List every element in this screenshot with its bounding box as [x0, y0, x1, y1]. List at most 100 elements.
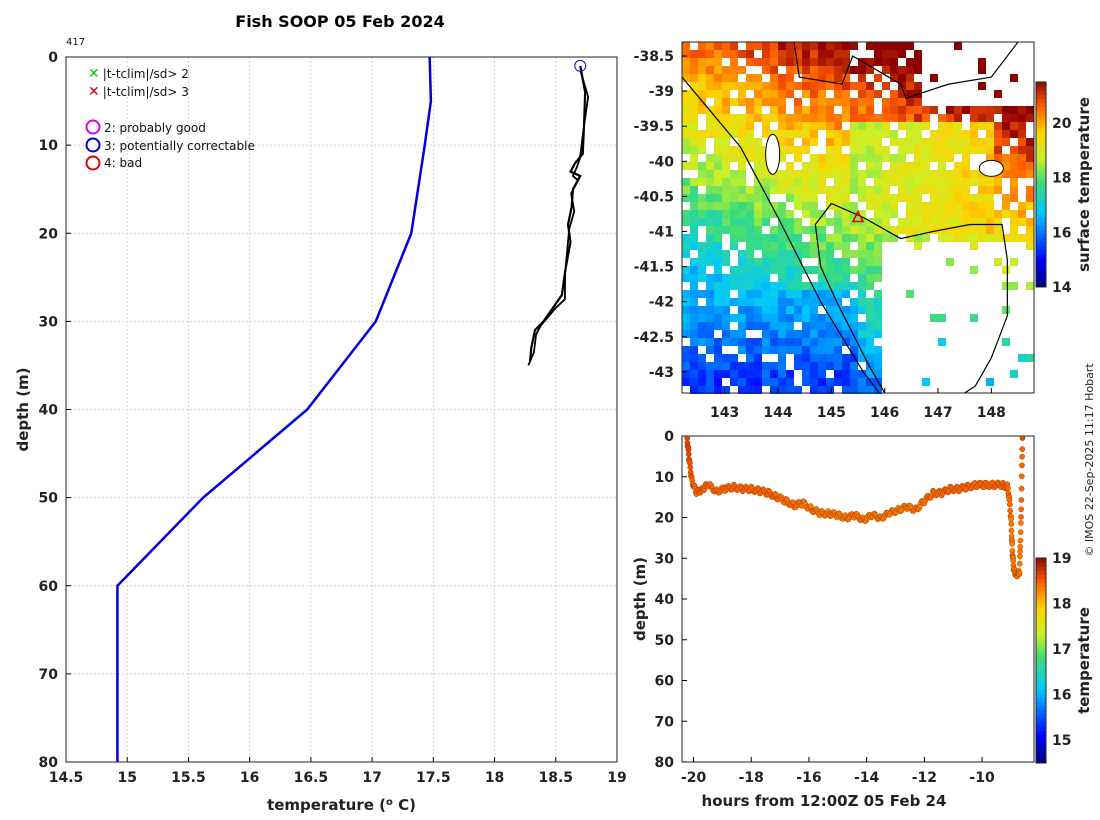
sst-cell [738, 130, 746, 138]
sst-cell [866, 42, 874, 50]
sst-cell [754, 298, 762, 306]
sst-cell [922, 106, 930, 114]
sst-cell [874, 178, 882, 186]
sst-cell [906, 170, 914, 178]
sst-cell [682, 162, 690, 170]
colorbar-swatch [1036, 241, 1046, 247]
profile-upcast-line [527, 69, 590, 366]
sst-cell [714, 162, 722, 170]
sst-cell [834, 138, 842, 146]
sst-cell [794, 122, 802, 130]
colorbar-swatch [1036, 685, 1046, 690]
sst-cell [882, 154, 890, 162]
sst-cell [978, 178, 986, 186]
sst-cell [714, 218, 722, 226]
sst-cell [914, 138, 922, 146]
sst-cell [714, 90, 722, 98]
sst-cell [898, 162, 906, 170]
colorbar-swatch [1036, 127, 1046, 132]
sst-cell [1010, 370, 1018, 378]
sst-cell [922, 186, 930, 194]
sst-cell [978, 202, 986, 210]
sst-cell [714, 154, 722, 162]
sst-cell [778, 330, 786, 338]
sst-cell [874, 58, 882, 66]
sst-cell [794, 178, 802, 186]
colorbar-swatch [1036, 615, 1046, 620]
sst-cell [682, 266, 690, 274]
sst-cell [706, 66, 714, 74]
track-dot [1008, 516, 1014, 522]
sst-cell [754, 186, 762, 194]
sst-cell [834, 338, 842, 346]
colorbar-swatch [1036, 603, 1046, 608]
sst-cell [954, 114, 962, 122]
sst-cell [866, 154, 874, 162]
sst-cell [818, 338, 826, 346]
sst-cell [1026, 234, 1034, 242]
sst-cell [866, 98, 874, 106]
sst-cell [914, 162, 922, 170]
sst-cell [1026, 170, 1034, 178]
sst-cell [738, 266, 746, 274]
sst-cell [706, 42, 714, 50]
sst-cell [794, 42, 802, 50]
sst-cell [1018, 114, 1026, 122]
sst-cell [682, 58, 690, 66]
sst-cell [818, 186, 826, 194]
sst-cell [762, 170, 770, 178]
sst-cell [818, 170, 826, 178]
colorbar-tick-label: 20 [1052, 116, 1072, 132]
sst-cell [810, 370, 818, 378]
sst-cell [698, 170, 706, 178]
colorbar-swatch [1036, 635, 1046, 641]
sst-cell [882, 58, 890, 66]
sst-cell [874, 210, 882, 218]
sst-cell [706, 82, 714, 90]
sst-cell [770, 186, 778, 194]
sst-cell [802, 194, 810, 202]
sst-cell [882, 202, 890, 210]
sst-cell [770, 298, 778, 306]
sst-cell [770, 106, 778, 114]
sst-cell [738, 250, 746, 258]
sst-cell [810, 378, 818, 386]
sst-cell [826, 50, 834, 58]
sst-cell [746, 218, 754, 226]
sst-cell [690, 98, 698, 106]
map-y-tick-label: -38.5 [634, 49, 674, 65]
sst-cell [874, 202, 882, 210]
sst-cell [970, 178, 978, 186]
sst-cell [794, 82, 802, 90]
sst-cell [938, 218, 946, 226]
sst-cell [810, 354, 818, 362]
sst-cell [762, 282, 770, 290]
legend: ✕ |t-tclim|/sd> 2 ✕ |t-tclim|/sd> 3 2: pro… [85, 66, 255, 171]
sst-cell [842, 178, 850, 186]
sst-cell [922, 378, 930, 386]
sst-cell [778, 178, 786, 186]
sst-cell [986, 122, 994, 130]
sst-cell [842, 234, 850, 242]
sst-cell [898, 50, 906, 58]
sst-cell [818, 250, 826, 258]
sst-cell [698, 378, 706, 386]
sst-cell [754, 346, 762, 354]
y-tick-label: 10 [655, 470, 675, 486]
sst-cell [898, 138, 906, 146]
sst-cell [746, 346, 754, 354]
station-marker [851, 209, 865, 223]
colorbar-swatch [1036, 648, 1046, 653]
sst-cell [842, 362, 850, 370]
sst-cell [738, 218, 746, 226]
colorbar-swatch [1036, 258, 1046, 263]
sst-cell [874, 154, 882, 162]
sst-cell [786, 314, 794, 322]
sst-cell [794, 106, 802, 114]
sst-cell [850, 306, 858, 314]
y-tick-label: 60 [39, 579, 59, 595]
sst-cell [1002, 338, 1010, 346]
colorbar-swatch [1036, 594, 1046, 600]
colorbar-swatch [1036, 159, 1046, 165]
sst-cell [754, 202, 762, 210]
